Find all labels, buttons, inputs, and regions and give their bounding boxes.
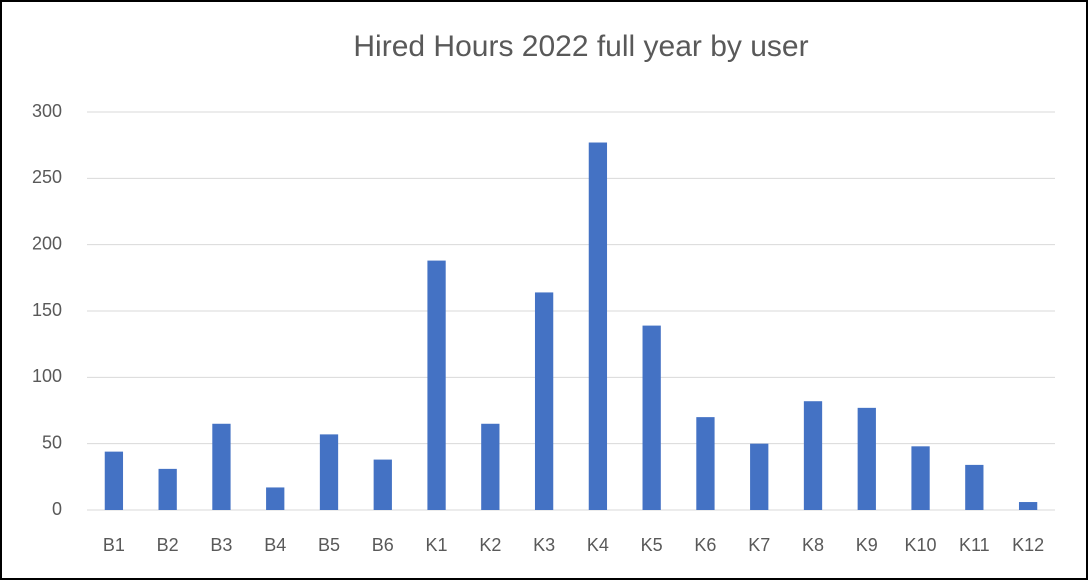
- bar: [481, 423, 500, 510]
- bar: [803, 401, 823, 510]
- bar: [750, 443, 769, 510]
- y-tick-label: 150: [32, 300, 62, 320]
- x-tick-label: K11: [959, 535, 990, 555]
- bar: [266, 487, 285, 510]
- bar: [642, 325, 661, 510]
- bar: [158, 468, 177, 510]
- x-tick-label: B1: [103, 535, 125, 555]
- y-tick-label: 250: [32, 167, 62, 187]
- bar: [857, 407, 876, 510]
- x-tick-label: K4: [587, 535, 609, 555]
- y-tick-label: 0: [52, 499, 62, 519]
- x-tick-label: K12: [1012, 535, 1044, 555]
- bar: [911, 446, 930, 510]
- x-tick-label: K1: [426, 535, 448, 555]
- x-tick-label: K3: [533, 535, 555, 555]
- y-tick-label: 300: [32, 101, 62, 121]
- bar: [427, 260, 446, 510]
- y-tick-label: 200: [32, 233, 62, 253]
- x-tick-label: K7: [748, 535, 770, 555]
- x-tick-label: K5: [641, 535, 663, 555]
- bar: [319, 434, 339, 510]
- bar: [588, 142, 608, 510]
- bar: [373, 459, 392, 510]
- chart-title: Hired Hours 2022 full year by user: [353, 30, 808, 63]
- x-tick-label: K10: [905, 535, 937, 555]
- x-tick-label: B6: [372, 535, 394, 555]
- bar: [1018, 502, 1038, 510]
- y-tick-label: 50: [42, 432, 62, 452]
- x-tick-label: B3: [210, 535, 232, 555]
- x-tick-label: B4: [264, 535, 286, 555]
- y-tick-label: 100: [32, 366, 62, 386]
- x-tick-label: K8: [802, 535, 824, 555]
- bar: [212, 423, 231, 510]
- bar: [534, 292, 554, 510]
- bar: [104, 451, 124, 510]
- x-tick-label: K9: [856, 535, 878, 555]
- x-tick-label: K6: [694, 535, 716, 555]
- x-tick-label: B5: [318, 535, 340, 555]
- bar: [696, 417, 715, 510]
- x-tick-label: B2: [157, 535, 179, 555]
- x-tick-label: K2: [479, 535, 501, 555]
- bar: [965, 464, 984, 510]
